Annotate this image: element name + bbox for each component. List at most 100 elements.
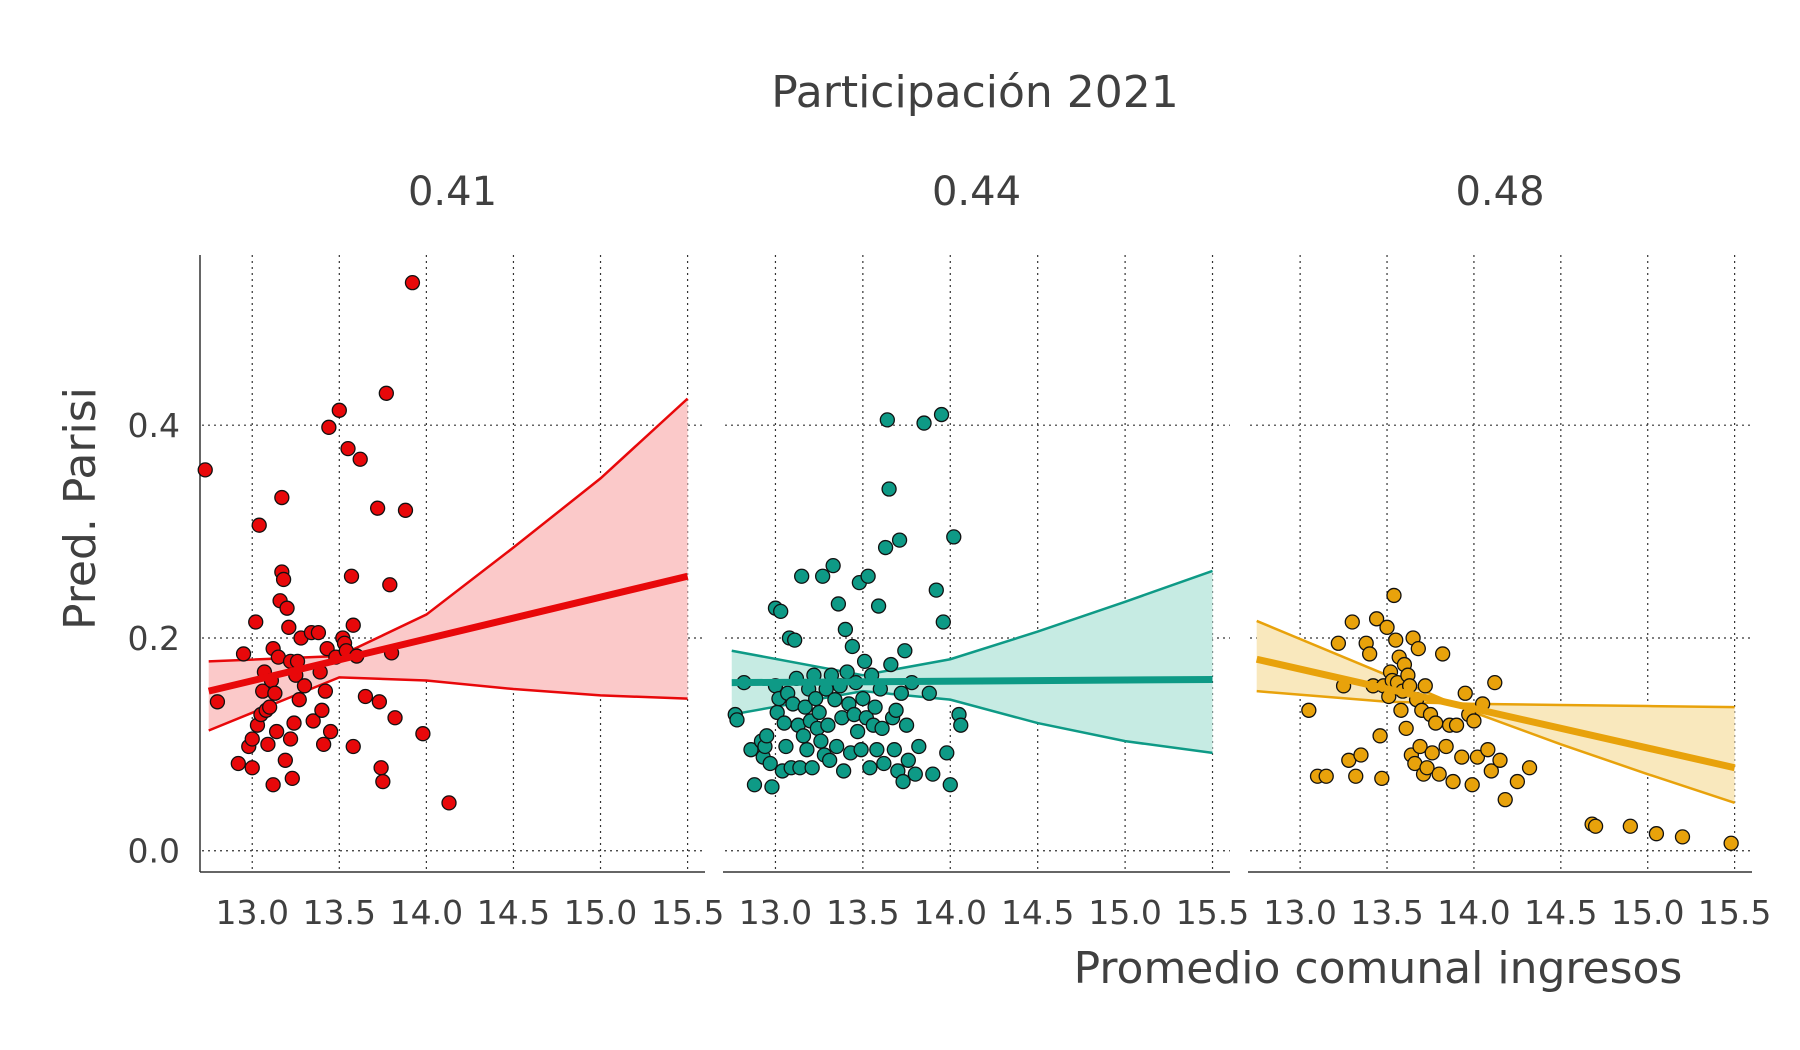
data-point (1483, 763, 1499, 779)
data-point (830, 596, 847, 612)
x-tick-label: 14.0 (1437, 893, 1510, 932)
data-point (1723, 835, 1739, 851)
data-point (1353, 747, 1369, 763)
data-point (876, 755, 892, 772)
x-tick-label: 15.0 (1088, 893, 1161, 932)
ci-upper-line (208, 397, 689, 663)
data-point (773, 603, 789, 620)
data-point (248, 614, 264, 630)
data-point (373, 760, 389, 776)
data-point (1374, 770, 1390, 787)
data-point (928, 582, 944, 598)
x-tick-label: 14.5 (1524, 893, 1597, 932)
data-point (883, 656, 899, 673)
data-point (1469, 749, 1486, 765)
data-point (277, 752, 293, 768)
data-point (794, 568, 810, 584)
data-point (1386, 587, 1402, 604)
panel-2: 0.44 13.0 13.5 14.0 14.5 15.0 15.5 (723, 169, 1249, 932)
data-point (244, 760, 260, 776)
data-point (1368, 611, 1385, 627)
data-point (1419, 760, 1435, 776)
data-point (762, 755, 778, 772)
data-point (378, 385, 394, 401)
data-point (935, 614, 951, 630)
panel-label: 0.44 (932, 169, 1021, 215)
data-point (787, 632, 803, 648)
data-point (415, 726, 431, 742)
data-point (209, 694, 226, 710)
data-point (778, 738, 794, 755)
data-point (853, 742, 869, 758)
data-point (820, 717, 836, 733)
fit-line (207, 572, 689, 695)
data-point (305, 713, 321, 729)
data-point (262, 699, 278, 715)
data-point (860, 568, 876, 584)
data-point (251, 517, 267, 533)
data-point (1648, 826, 1665, 842)
data-point (265, 777, 281, 793)
data-point (343, 568, 360, 584)
data-point (729, 712, 745, 728)
data-point (827, 692, 843, 708)
data-point (1424, 745, 1440, 761)
data-point (1438, 738, 1454, 755)
x-tick-label: 14.5 (477, 893, 550, 932)
data-point (404, 275, 421, 291)
data-point (230, 755, 246, 772)
data-point (1497, 792, 1513, 808)
data-point (874, 720, 890, 737)
data-point (282, 731, 299, 747)
data-point (869, 742, 885, 758)
data-point (371, 694, 388, 710)
data-point (877, 539, 894, 556)
data-point (825, 557, 841, 574)
data-point (296, 678, 313, 694)
data-point (759, 728, 775, 744)
x-tick-label: 14.0 (390, 893, 463, 932)
data-point (953, 717, 969, 733)
data-point (897, 643, 913, 659)
y-tick-label: 0.2 (128, 619, 180, 658)
data-point (925, 766, 941, 782)
data-point (776, 715, 792, 731)
x-tick-label: 14.5 (1001, 893, 1074, 932)
panel-label: 0.48 (1455, 169, 1544, 215)
data-point (1434, 646, 1451, 662)
data-point (275, 571, 292, 588)
data-point (907, 766, 923, 782)
data-point (375, 773, 391, 790)
data-point (397, 502, 414, 518)
data-point (1492, 752, 1508, 768)
data-point (1464, 777, 1480, 793)
data-point (1487, 674, 1503, 691)
data-point (746, 777, 763, 793)
data-point (1301, 702, 1317, 718)
data-point (1448, 717, 1465, 733)
data-point (815, 568, 831, 584)
data-point (813, 733, 829, 749)
data-point (357, 688, 374, 705)
data-point (1466, 713, 1482, 729)
data-point (1398, 720, 1414, 737)
data-point (911, 738, 927, 755)
data-point (268, 723, 285, 740)
x-tick-label: 15.0 (1611, 893, 1684, 932)
data-point (879, 412, 895, 428)
data-point (235, 646, 252, 662)
data-point (795, 728, 812, 744)
data-point (821, 752, 838, 768)
data-point (1362, 646, 1378, 662)
data-point (1372, 728, 1388, 744)
data-point (764, 779, 780, 795)
panel-3: 0.48 13.0 13.5 14.0 14.5 15.0 15.5 (1248, 169, 1771, 932)
ci-upper-line (1256, 619, 1736, 805)
y-tick-label: 0.0 (128, 832, 180, 871)
data-point (260, 736, 276, 752)
ci-lower-line (731, 689, 1213, 755)
x-tick-label: 13.5 (1350, 893, 1423, 932)
y-tick-label: 0.4 (128, 406, 180, 445)
